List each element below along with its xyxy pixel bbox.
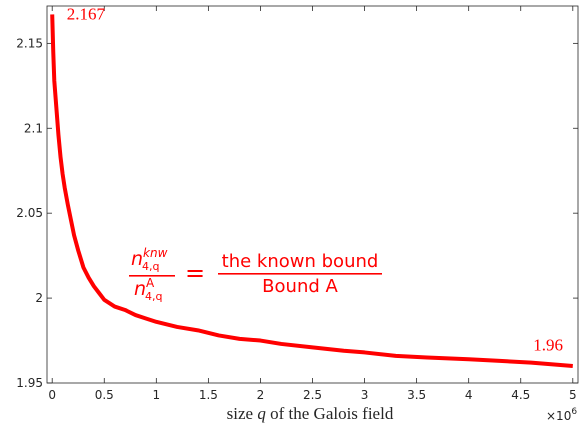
x-tick-label: 3 [361, 388, 369, 402]
x-axis-label: size q of the Galois field [227, 404, 394, 423]
y-tick-label: 2.05 [16, 206, 43, 220]
x-tick-label: 0.5 [95, 388, 114, 402]
x-tick-label: 5 [569, 388, 577, 402]
annotation-layer: 2.167 1.96 [67, 5, 563, 355]
y-tick-label: 2 [35, 291, 43, 305]
x-exponent-label: ×106 [546, 407, 577, 423]
x-tick-label: 3.5 [407, 388, 426, 402]
x-tick-label: 2 [257, 388, 265, 402]
x-tick-label: 2.5 [303, 388, 322, 402]
formula-lhs-denominator-sub: 4,q [145, 290, 162, 303]
x-tick-label: 0 [48, 388, 56, 402]
y-tick-label: 1.95 [16, 376, 43, 390]
formula-lhs-numerator-sub: 4,q [142, 260, 159, 273]
series-line [50, 14, 573, 369]
x-tick-label: 1.5 [199, 388, 218, 402]
formula-rhs-numerator: the known bound [222, 251, 379, 272]
y-tick-label: 2.1 [24, 121, 43, 135]
series-layer [50, 14, 573, 369]
formula-lhs-denominator: nA [134, 276, 155, 300]
plot-area [46, 5, 579, 384]
formula-lhs-numerator: nknw [131, 246, 168, 270]
x-tick-label: 1 [153, 388, 161, 402]
ticks-layer: 0 0.5 1 1.5 2 2.5 3 3.5 4 4.5 5 1.95 2 2.05 2.1 2.15 [16, 6, 578, 402]
data-label: 2.167 [67, 5, 106, 24]
data-label: 1.96 [533, 336, 563, 355]
formula-lhs-fraction-bar [129, 275, 175, 277]
x-tick-label: 4 [465, 388, 473, 402]
y-tick-label: 2.15 [16, 36, 43, 50]
formula: nknw 4,q nA 4,q = the known bound Bound … [129, 246, 382, 303]
formula-equals: = [185, 259, 205, 287]
x-tick-label: 4.5 [511, 388, 530, 402]
formula-rhs-denominator: Bound A [262, 276, 338, 297]
formula-rhs-fraction-bar [218, 273, 382, 275]
